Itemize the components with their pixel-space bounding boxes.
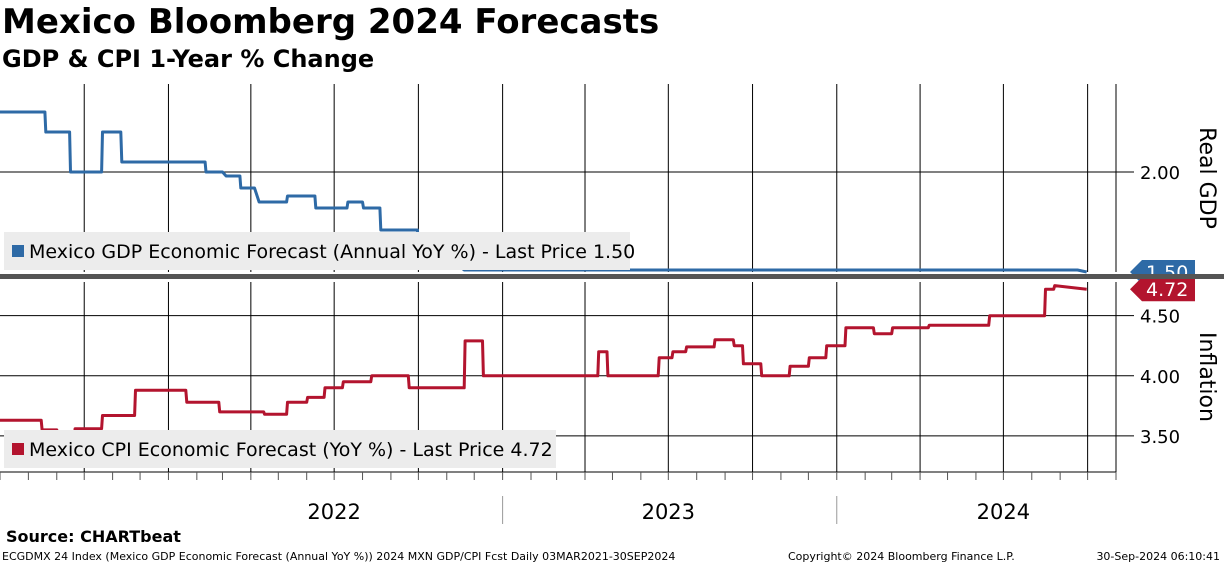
- cpi-last-price-marker: [1130, 277, 1195, 302]
- gdp-legend-text: Mexico GDP Economic Forecast (Annual YoY…: [29, 241, 635, 263]
- y-tick-label: 4.00: [1140, 367, 1180, 388]
- gdp-axis-title: Real GDP: [1194, 127, 1219, 229]
- footer-timestamp: 30-Sep-2024 06:10:41: [1096, 550, 1220, 563]
- x-year-label: 2022: [307, 500, 360, 524]
- cpi-legend: Mexico CPI Economic Forecast (YoY %) - L…: [4, 430, 556, 468]
- cpi-legend-swatch: [12, 443, 24, 455]
- chart-title: Mexico Bloomberg 2024 Forecasts: [2, 2, 660, 42]
- panel-separator: [0, 274, 1224, 279]
- y-tick-label: 3.50: [1140, 427, 1180, 448]
- gdp-legend-swatch: [12, 245, 24, 257]
- y-tick-label: 4.50: [1140, 307, 1180, 328]
- gdp-legend: Mexico GDP Economic Forecast (Annual YoY…: [4, 232, 635, 270]
- x-year-label: 2023: [642, 500, 695, 524]
- footer-index-info: ECGDMX 24 Index (Mexico GDP Economic For…: [2, 550, 676, 563]
- gdp-legend-box: [4, 232, 630, 270]
- y-tick-label: 2.00: [1140, 163, 1180, 184]
- chart-subtitle: GDP & CPI 1-Year % Change: [2, 45, 375, 73]
- x-year-label: 2024: [977, 500, 1030, 524]
- cpi-legend-text: Mexico CPI Economic Forecast (YoY %) - L…: [29, 439, 553, 461]
- footer-copyright: Copyright© 2024 Bloomberg Finance L.P.: [788, 550, 1015, 563]
- cpi-legend-box: [4, 430, 556, 468]
- cpi-last-price-label: 4.72: [1146, 279, 1188, 301]
- source-note: Source: CHARTbeat: [6, 527, 181, 546]
- cpi-axis-title: Inflation: [1194, 332, 1219, 422]
- cpi-series-line: [0, 284, 1087, 440]
